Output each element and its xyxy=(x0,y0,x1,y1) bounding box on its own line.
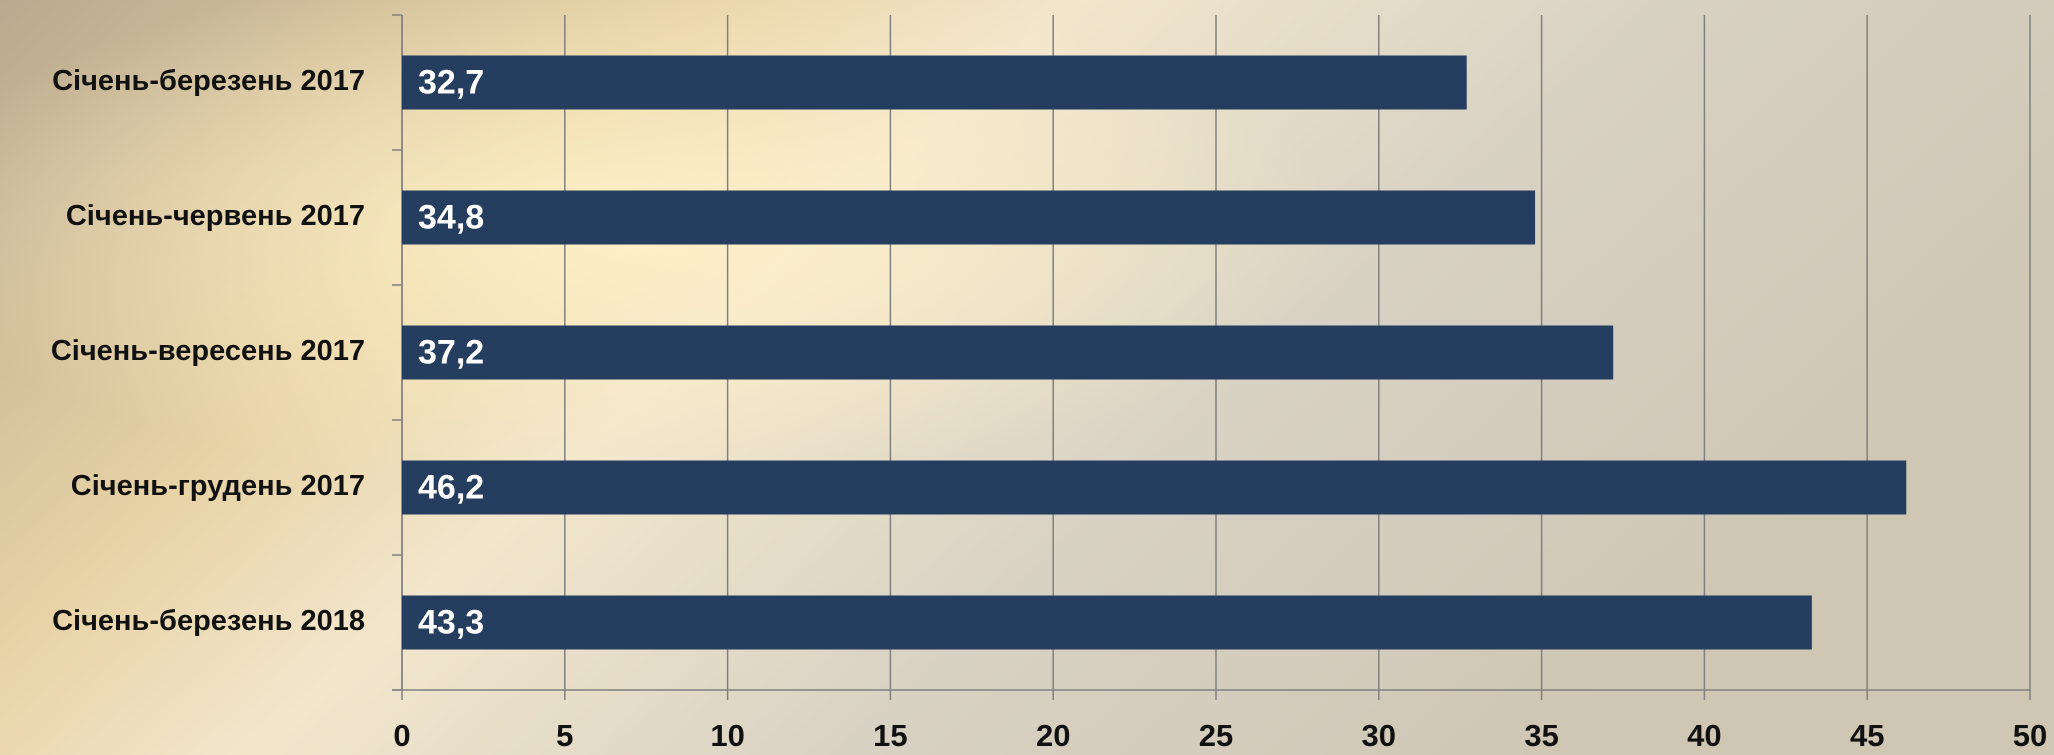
category-label: Січень-грудень 2017 xyxy=(71,470,365,502)
x-tick-label: 15 xyxy=(873,718,907,753)
x-tick-label: 50 xyxy=(2013,718,2047,753)
bar xyxy=(402,460,1907,515)
value-label: 34,8 xyxy=(418,198,484,236)
category-label: Січень-вересень 2017 xyxy=(51,335,365,367)
x-tick-label: 0 xyxy=(393,718,410,753)
category-label: Січень-березень 2018 xyxy=(52,605,365,637)
bar xyxy=(402,190,1536,245)
x-tick-label: 5 xyxy=(556,718,573,753)
x-tick-label: 30 xyxy=(1362,718,1396,753)
bar xyxy=(402,595,1812,650)
x-tick-label: 40 xyxy=(1687,718,1721,753)
value-label: 46,2 xyxy=(418,468,484,506)
bar xyxy=(402,325,1614,380)
category-label: Січень-червень 2017 xyxy=(66,200,365,232)
x-tick-label: 35 xyxy=(1524,718,1558,753)
x-tick-label: 20 xyxy=(1036,718,1070,753)
category-label: Січень-березень 2017 xyxy=(52,65,365,97)
x-tick-label: 45 xyxy=(1850,718,1884,753)
x-tick-label: 10 xyxy=(710,718,744,753)
value-label: 37,2 xyxy=(418,333,484,371)
x-tick-label: 25 xyxy=(1199,718,1233,753)
value-label: 43,3 xyxy=(418,603,484,641)
bar xyxy=(402,55,1467,110)
value-label: 32,7 xyxy=(418,63,484,101)
